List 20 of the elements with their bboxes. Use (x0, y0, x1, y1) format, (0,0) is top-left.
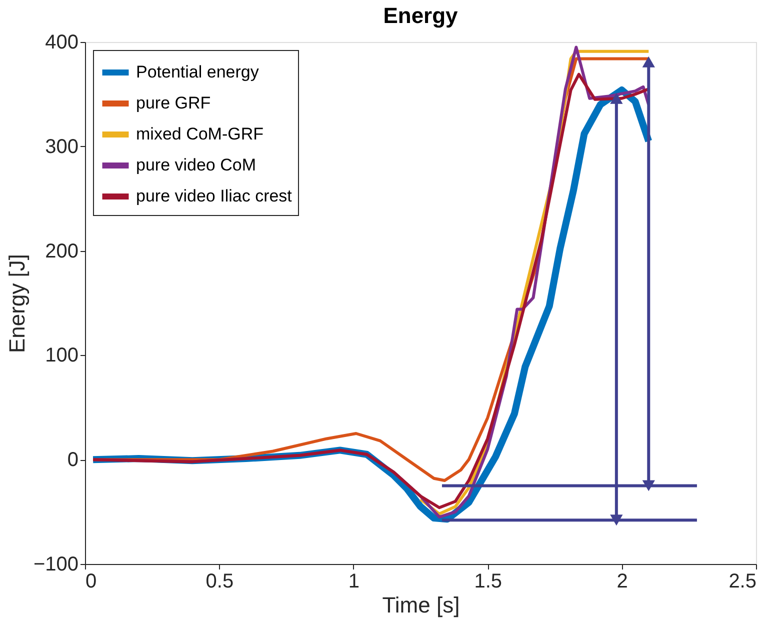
legend-label: Potential energy (136, 62, 260, 82)
legend-label: pure video Iliac crest (136, 186, 292, 206)
legend-label: pure video CoM (136, 156, 256, 174)
y-axis-title: Energy [J] (4, 254, 30, 354)
legend-label: pure GRF (136, 94, 211, 112)
y-tick-label: −100 (33, 554, 78, 576)
legend-label: mixed CoM-GRF (136, 124, 264, 144)
y-tick-label: 400 (45, 32, 78, 54)
y-tick-label: 200 (45, 240, 78, 262)
y-tick-label: 0 (67, 449, 78, 472)
x-tick-label: 0 (86, 570, 97, 592)
y-tick-label: 300 (45, 136, 78, 158)
x-tick-label: 0.5 (206, 570, 234, 592)
x-axis-title: Time [s] (382, 592, 460, 618)
x-tick-label: 2 (616, 570, 628, 592)
x-tick-label: 1 (348, 570, 360, 592)
y-tick-label: 100 (45, 344, 78, 367)
chart-title: Energy (383, 3, 459, 28)
x-tick-label: 2.5 (728, 570, 756, 592)
x-tick-label: 1.5 (474, 570, 502, 592)
